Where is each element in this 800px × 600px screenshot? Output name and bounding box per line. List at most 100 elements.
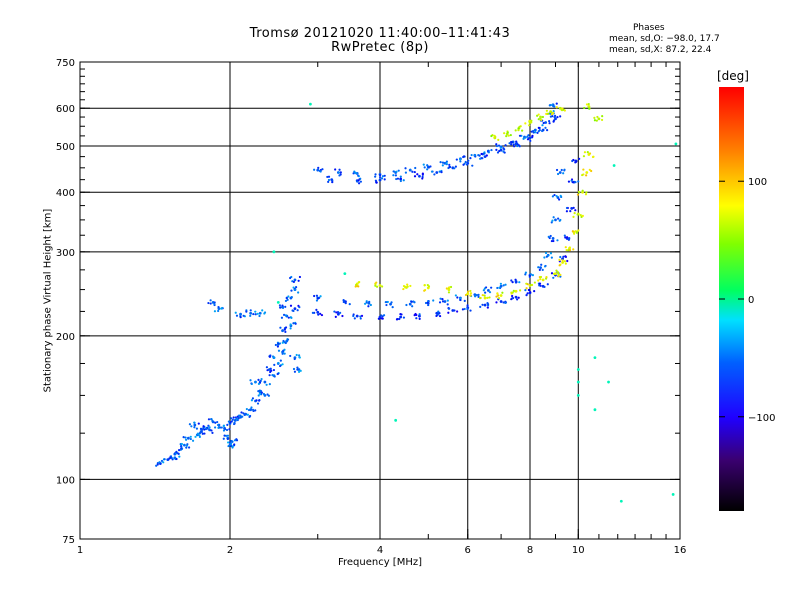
data-point bbox=[510, 143, 513, 146]
data-point bbox=[467, 290, 470, 293]
data-point bbox=[537, 266, 540, 269]
data-point bbox=[562, 255, 565, 258]
data-point bbox=[271, 355, 275, 358]
data-point bbox=[281, 341, 284, 344]
data-point bbox=[427, 300, 430, 303]
data-point bbox=[585, 103, 589, 106]
data-point bbox=[299, 369, 302, 372]
data-point bbox=[483, 155, 487, 159]
data-point bbox=[511, 294, 514, 298]
data-point bbox=[475, 293, 478, 297]
data-point bbox=[286, 338, 290, 341]
data-point bbox=[514, 129, 517, 132]
data-point bbox=[375, 281, 378, 284]
data-point bbox=[209, 299, 212, 302]
data-point bbox=[582, 168, 585, 171]
data-point bbox=[254, 409, 257, 412]
data-point bbox=[518, 125, 521, 128]
data-point bbox=[374, 179, 378, 182]
data-point bbox=[289, 323, 292, 326]
data-point bbox=[558, 171, 562, 174]
data-point bbox=[439, 297, 442, 300]
data-point bbox=[474, 155, 477, 158]
data-point bbox=[463, 299, 466, 302]
data-point bbox=[571, 159, 574, 163]
data-point bbox=[359, 180, 362, 183]
data-point bbox=[297, 279, 300, 282]
data-point bbox=[392, 170, 395, 173]
data-point bbox=[402, 179, 405, 182]
data-point bbox=[539, 275, 543, 279]
data-point bbox=[175, 450, 178, 454]
data-point bbox=[409, 168, 412, 171]
data-point bbox=[269, 367, 272, 370]
data-point bbox=[159, 462, 162, 465]
data-point bbox=[481, 303, 484, 306]
data-point bbox=[576, 368, 580, 371]
data-point bbox=[410, 300, 413, 303]
data-point bbox=[182, 436, 185, 439]
data-point bbox=[497, 297, 501, 300]
data-point bbox=[514, 295, 518, 299]
data-point bbox=[421, 177, 424, 180]
data-point bbox=[254, 381, 257, 384]
data-point bbox=[234, 311, 237, 314]
data-point bbox=[381, 315, 384, 318]
data-point bbox=[276, 345, 279, 348]
data-point bbox=[556, 116, 559, 119]
data-point bbox=[671, 493, 675, 496]
data-point bbox=[550, 272, 554, 275]
data-point bbox=[557, 275, 560, 278]
data-point bbox=[540, 118, 543, 121]
data-point bbox=[536, 114, 539, 117]
data-point bbox=[169, 456, 172, 459]
data-point bbox=[565, 236, 569, 239]
data-point bbox=[317, 166, 320, 169]
x-tick-label: 10 bbox=[572, 545, 585, 556]
data-point bbox=[464, 293, 468, 297]
data-point bbox=[395, 177, 398, 181]
data-point bbox=[435, 314, 438, 318]
data-point bbox=[537, 113, 540, 116]
data-point bbox=[495, 148, 498, 151]
data-point bbox=[503, 148, 506, 151]
data-point bbox=[524, 273, 527, 276]
data-point bbox=[517, 296, 520, 299]
data-point bbox=[561, 259, 564, 262]
data-point bbox=[255, 399, 258, 402]
data-point bbox=[210, 417, 213, 421]
data-point bbox=[201, 432, 204, 435]
data-point bbox=[519, 289, 522, 292]
data-point bbox=[504, 144, 507, 147]
data-point bbox=[483, 303, 487, 307]
data-point bbox=[378, 178, 382, 182]
data-point bbox=[257, 382, 261, 385]
data-point bbox=[209, 302, 212, 305]
data-point bbox=[424, 301, 428, 305]
data-point bbox=[162, 461, 165, 464]
data-point bbox=[552, 272, 556, 275]
data-point bbox=[258, 392, 262, 395]
data-point bbox=[391, 305, 394, 309]
data-point bbox=[438, 314, 442, 318]
data-point bbox=[282, 313, 286, 316]
data-point bbox=[390, 301, 393, 304]
data-point bbox=[549, 234, 552, 238]
data-point bbox=[536, 131, 539, 135]
data-point bbox=[574, 181, 577, 184]
data-point bbox=[286, 298, 289, 301]
data-point bbox=[418, 314, 421, 318]
data-point bbox=[278, 304, 282, 307]
data-point bbox=[293, 307, 297, 311]
data-point bbox=[271, 373, 274, 377]
data-point bbox=[496, 292, 499, 295]
data-point bbox=[292, 280, 296, 284]
grid-lines bbox=[80, 62, 680, 539]
data-point bbox=[438, 170, 441, 173]
data-point bbox=[207, 301, 210, 305]
data-point bbox=[576, 193, 580, 196]
data-point bbox=[552, 110, 555, 113]
data-point bbox=[563, 234, 566, 237]
data-point bbox=[377, 317, 380, 320]
data-point bbox=[348, 303, 351, 306]
